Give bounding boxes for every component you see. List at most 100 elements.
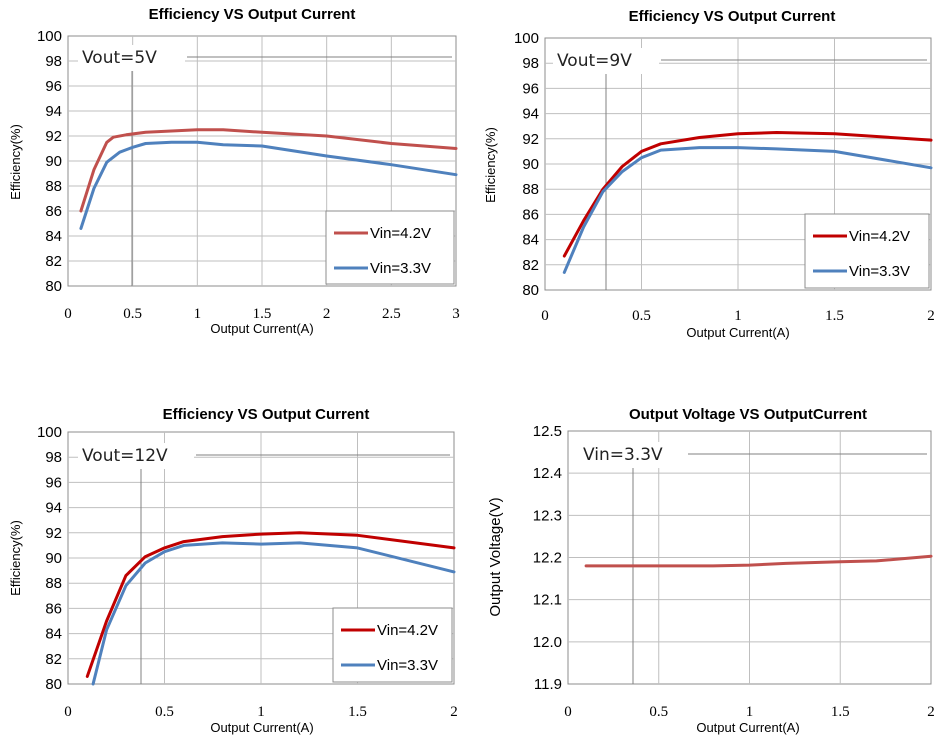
y-tick-label: 12.5 (533, 423, 562, 440)
series-line-2 (91, 541, 456, 686)
y-tick-label: 94 (45, 500, 62, 517)
chart-title: Efficiency VS Output Current (149, 6, 356, 23)
x-tick-label: 0 (64, 306, 72, 322)
y-tick-label: 12.4 (533, 465, 562, 482)
x-tick-label: 1 (194, 306, 202, 322)
x-tick-label: 0 (64, 704, 72, 720)
y-tick-label: 90 (45, 550, 62, 567)
y-axis-label: Efficiency(%) (8, 124, 23, 200)
y-tick-label: 100 (514, 30, 539, 47)
x-tick-label: 0.5 (632, 308, 651, 324)
y-tick-label: 100 (37, 424, 62, 441)
y-tick-label: 86 (45, 600, 62, 617)
y-tick-label: 12.2 (533, 550, 562, 567)
x-tick-label: 0 (541, 308, 549, 324)
y-axis-label: Efficiency(%) (8, 520, 23, 596)
y-tick-label: 11.9 (534, 676, 562, 693)
y-tick-label: 88 (45, 575, 62, 592)
x-axis-label: Output Current(A) (686, 325, 789, 340)
chart-2: Efficiency VS Output Current 80 82 84 86 88 90… (483, 8, 935, 340)
annotation-text: Vout=5V (82, 48, 157, 68)
y-tick-label: 98 (45, 449, 62, 466)
chart-1: Efficiency VS Output Current 80 82 84 86 88 90… (8, 6, 460, 336)
x-tick-label: 2 (927, 704, 935, 720)
annotation-bg (579, 442, 686, 468)
series-line-2 (562, 146, 933, 274)
x-tick-label: 0 (564, 704, 572, 720)
y-tick-label: 98 (45, 53, 62, 70)
y-tick-label: 96 (522, 80, 539, 97)
y-axis-label: Efficiency(%) (483, 127, 498, 203)
y-tick-label: 96 (45, 474, 62, 491)
y-tick-label: 86 (522, 206, 539, 223)
y-tick-label: 80 (45, 676, 62, 693)
y-tick-label: 92 (45, 128, 62, 145)
legend-label-1: Vin=4.2V (370, 225, 431, 242)
y-tick-label: 80 (522, 282, 539, 299)
y-tick-label: 84 (522, 232, 539, 249)
y-tick-label: 88 (45, 178, 62, 195)
y-tick-label: 82 (522, 257, 539, 274)
y-tick-label: 96 (45, 78, 62, 95)
legend-label-1: Vin=4.2V (849, 228, 910, 245)
x-tick-label: 1 (746, 704, 754, 720)
y-tick-label: 12.1 (533, 592, 562, 609)
x-tick-label: 2 (927, 308, 935, 324)
y-tick-label: 88 (522, 181, 539, 198)
x-tick-label: 2 (450, 704, 458, 720)
y-tick-label: 92 (522, 131, 539, 148)
legend-box (804, 213, 930, 289)
legend-label-1: Vin=4.2V (377, 622, 438, 639)
x-tick-label: 1 (734, 308, 742, 324)
annotation-text: Vout=12V (82, 446, 168, 466)
x-axis-label: Output Current(A) (210, 720, 313, 735)
y-tick-label: 12.0 (533, 634, 562, 651)
y-tick-label: 84 (45, 228, 62, 245)
chart-4: Output Voltage VS OutputCurrent 11.9 12.0 1… (487, 406, 935, 735)
y-tick-label: 80 (45, 278, 62, 295)
y-tick-label: 92 (45, 525, 62, 542)
chart-title: Efficiency VS Output Current (629, 8, 836, 25)
legend-label-2: Vin=3.3V (377, 657, 438, 674)
x-tick-label: 1.5 (348, 704, 367, 720)
annotation-text: Vin=3.3V (583, 445, 663, 465)
annotation-bg (553, 48, 659, 74)
x-tick-label: 3 (452, 306, 460, 322)
x-tick-label: 0.5 (649, 704, 668, 720)
x-axis-label: Output Current(A) (696, 720, 799, 735)
y-tick-label: 86 (45, 203, 62, 220)
x-tick-label: 1.5 (253, 306, 272, 322)
legend-label-2: Vin=3.3V (370, 260, 431, 277)
legend-label-2: Vin=3.3V (849, 263, 910, 280)
y-tick-label: 94 (45, 103, 62, 120)
x-axis-label: Output Current(A) (210, 321, 313, 336)
annotation-bg (78, 443, 194, 469)
series-line-2 (79, 140, 458, 230)
y-tick-label: 82 (45, 651, 62, 668)
y-tick-label: 90 (522, 156, 539, 173)
y-tick-label: 90 (45, 153, 62, 170)
x-tick-label: 1 (257, 704, 265, 720)
x-tick-label: 2.5 (382, 306, 401, 322)
y-tick-label: 98 (522, 55, 539, 72)
y-tick-label: 82 (45, 253, 62, 270)
chart-3: Efficiency VS Output Current 80 82 84 86 88 90… (8, 406, 458, 735)
annotation-bg (78, 45, 185, 71)
series-line-1 (79, 128, 458, 213)
y-tick-label: 12.3 (533, 507, 562, 524)
series-line-1 (562, 131, 933, 258)
x-tick-label: 0.5 (155, 704, 174, 720)
annotation-text: Vout=9V (557, 51, 632, 71)
series-line-1 (85, 531, 456, 678)
legend-box (325, 210, 455, 285)
x-tick-label: 1.5 (825, 308, 844, 324)
chart-title: Efficiency VS Output Current (163, 406, 370, 423)
y-tick-label: 84 (45, 626, 62, 643)
legend-box (332, 607, 453, 683)
series-line-1 (584, 554, 933, 568)
y-axis-label: Output Voltage(V) (487, 497, 504, 616)
y-tick-label: 94 (522, 106, 539, 123)
x-tick-label: 0.5 (123, 306, 142, 322)
y-tick-label: 100 (37, 28, 62, 45)
